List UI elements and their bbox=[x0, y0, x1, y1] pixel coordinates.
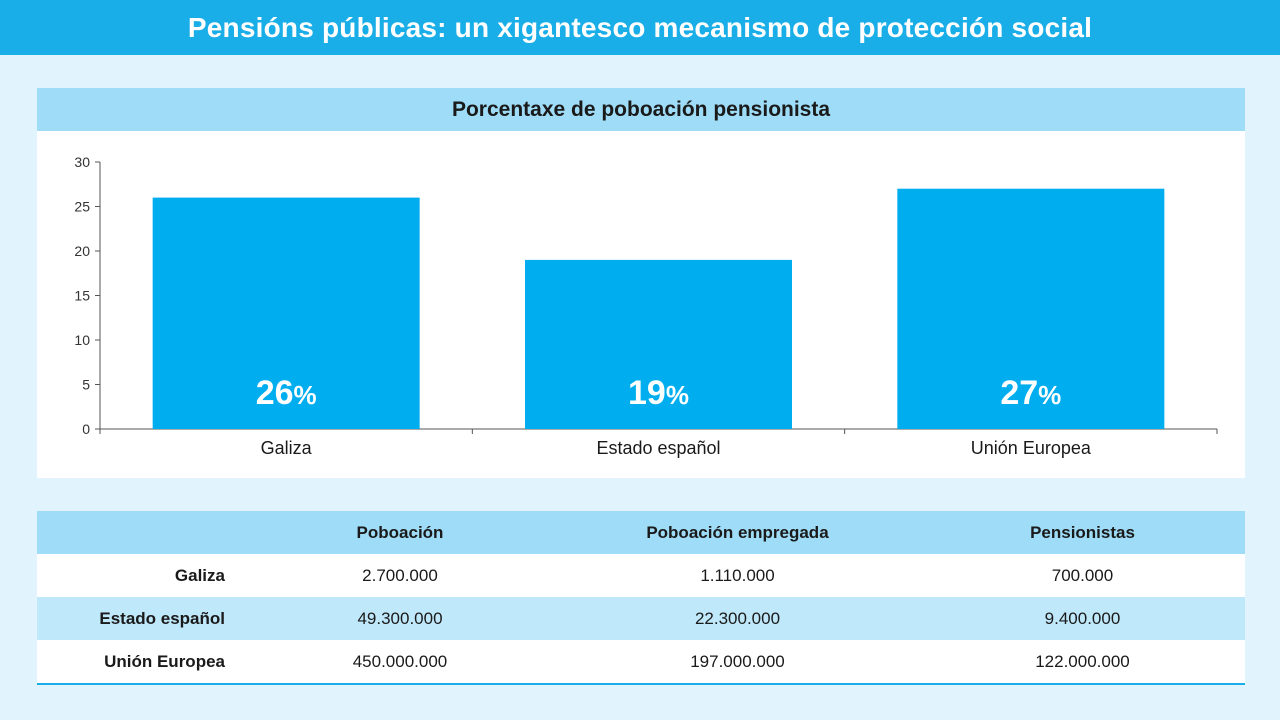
x-tick-label: Unión Europea bbox=[971, 438, 1092, 458]
table-header-poboacion: Poboación bbox=[356, 522, 444, 542]
data-label-value: 26 bbox=[256, 374, 294, 412]
table-cell: 122.000.000 bbox=[1035, 651, 1130, 671]
table-cell: 49.300.000 bbox=[357, 608, 443, 628]
data-label-value: 19 bbox=[628, 374, 666, 412]
chart-title: Porcentaxe de poboación pensionista bbox=[37, 88, 1245, 131]
table-cell: 1.110.000 bbox=[700, 565, 775, 585]
data-label-unit: % bbox=[666, 380, 689, 410]
x-tick-label: Galiza bbox=[261, 438, 313, 458]
table-header-pensionistas: Pensionistas bbox=[1030, 522, 1135, 542]
chart-panel: Porcentaxe de poboación pensionista 0 5 10… bbox=[37, 88, 1245, 478]
table-row: Estado español 49.300.000 22.300.000 9.4… bbox=[37, 597, 1245, 640]
table-cell: 22.300.000 bbox=[694, 608, 781, 628]
data-table: Poboación Poboación empregada Pensionist… bbox=[37, 511, 1245, 683]
table-header-corner bbox=[37, 511, 245, 554]
bar-1 bbox=[152, 197, 420, 429]
y-tick-label: 25 bbox=[74, 199, 90, 215]
table-row: Galiza 2.700.000 1.110.000 700.000 bbox=[37, 554, 1245, 597]
row-label: Galiza bbox=[174, 565, 225, 585]
row-label: Estado español bbox=[99, 608, 225, 628]
data-table-panel: Poboación Poboación empregada Pensionist… bbox=[37, 511, 1245, 685]
y-tick-label: 20 bbox=[74, 243, 90, 259]
data-label: 27% bbox=[1000, 374, 1061, 412]
table-header-poboacion-empregada: Poboación empregada bbox=[646, 522, 829, 542]
table-cell: 700.000 bbox=[1051, 565, 1114, 585]
row-label: Unión Europea bbox=[104, 651, 225, 671]
data-label: 19% bbox=[628, 374, 689, 412]
y-tick-label: 5 bbox=[82, 377, 90, 393]
data-label-unit: % bbox=[1038, 380, 1061, 410]
table-cell: 2.700.000 bbox=[362, 565, 438, 585]
bar-2 bbox=[525, 259, 792, 429]
table-cell: 9.400.000 bbox=[1044, 608, 1121, 628]
table-row: Unión Europea 450.000.000 197.000.000 12… bbox=[37, 640, 1245, 683]
data-label: 26% bbox=[256, 374, 317, 412]
y-tick-label: 0 bbox=[82, 421, 90, 437]
x-tick-label: Estado español bbox=[596, 438, 720, 458]
table-cell: 197.000.000 bbox=[690, 651, 785, 671]
data-label-value: 27 bbox=[1000, 374, 1038, 412]
page-title: Pensións públicas: un xigantesco mecanis… bbox=[0, 0, 1280, 55]
bar-3 bbox=[897, 188, 1165, 429]
table-header-row: Poboación Poboación empregada Pensionist… bbox=[37, 511, 1245, 554]
y-tick-label: 10 bbox=[74, 332, 90, 348]
y-tick-label: 30 bbox=[74, 154, 90, 170]
data-label-unit: % bbox=[294, 380, 317, 410]
table-cell: 450.000.000 bbox=[352, 651, 448, 671]
y-tick-label: 15 bbox=[74, 288, 90, 304]
bar-chart: 0 5 10 15 20 25 30 26% Galiza 19% Estado español 27… bbox=[74, 154, 1218, 458]
